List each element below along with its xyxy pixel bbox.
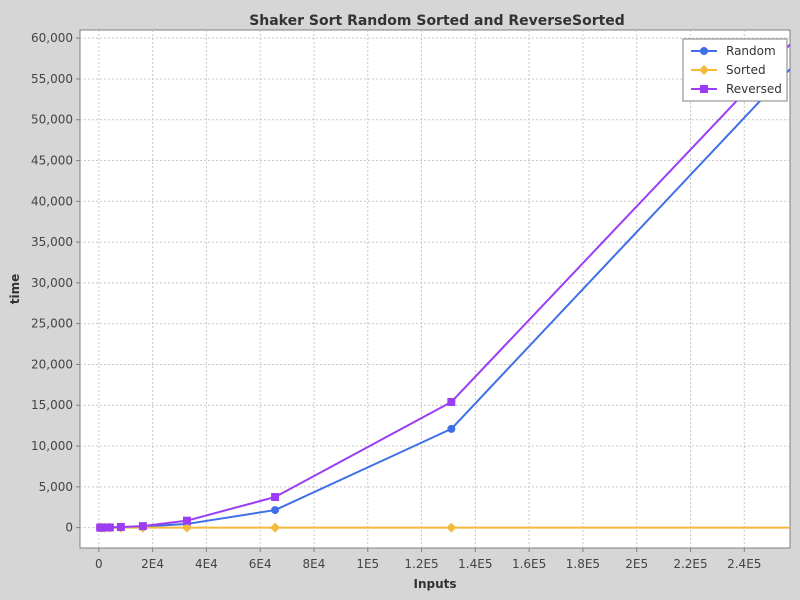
- data-point-sorted: [446, 522, 457, 533]
- data-point-reversed: [116, 523, 125, 532]
- y-tick-label: 30,000: [31, 276, 73, 290]
- data-point-reversed: [271, 493, 280, 502]
- x-tick-label: 6E4: [249, 557, 272, 571]
- y-tick-label: 35,000: [31, 235, 73, 249]
- x-tick-label: 0: [95, 557, 103, 571]
- x-tick-label: 2.4E5: [727, 557, 761, 571]
- legend-marker-sorted: [699, 65, 709, 75]
- legend: Random Sorted Reversed: [682, 38, 788, 102]
- y-tick-label: 50,000: [31, 113, 73, 127]
- x-tick-label: 1.4E5: [458, 557, 492, 571]
- chart-title: Shaker Sort Random Sorted and ReverseSor…: [249, 13, 625, 29]
- x-tick-label: 2E5: [625, 557, 648, 571]
- y-tick-label: 60,000: [31, 31, 73, 45]
- legend-marker-reversed: [700, 85, 708, 93]
- y-axis-label: time: [8, 274, 22, 305]
- data-point-reversed: [182, 516, 191, 525]
- x-tick-label: 2E4: [141, 557, 164, 571]
- x-tick-label: 1E5: [356, 557, 379, 571]
- legend-label-reversed: Reversed: [726, 82, 782, 96]
- y-tick-label: 25,000: [31, 317, 73, 331]
- y-tick-label: 10,000: [31, 439, 73, 453]
- y-tick-label: 5,000: [39, 480, 73, 494]
- y-axis-ticks: 0 5,000 10,000 15,000 20,000 25,000 30,000 35,0…: [31, 31, 80, 535]
- series-group: [95, 43, 790, 533]
- data-point-reversed: [138, 522, 147, 531]
- x-axis-label: Inputs: [413, 577, 456, 591]
- x-axis-ticks: 0 2E4 4E4 6E4 8E4 1E5 1.2E5 1.4E5 1.6E5 1.8E5 2E5 2…: [95, 548, 761, 571]
- data-point-random: [447, 424, 456, 433]
- x-tick-label: 1.2E5: [404, 557, 438, 571]
- y-tick-label: 40,000: [31, 194, 73, 208]
- data-point-reversed: [100, 523, 109, 532]
- data-point-sorted: [181, 522, 192, 533]
- data-point-random: [271, 506, 280, 515]
- x-tick-label: 2.2E5: [673, 557, 707, 571]
- y-tick-label: 20,000: [31, 357, 73, 371]
- y-tick-label: 45,000: [31, 154, 73, 168]
- y-tick-label: 55,000: [31, 72, 73, 86]
- x-tick-label: 4E4: [195, 557, 218, 571]
- data-point-reversed: [447, 397, 456, 406]
- data-point-sorted: [270, 522, 281, 533]
- legend-marker-random: [700, 47, 708, 55]
- x-tick-label: 1.8E5: [566, 557, 600, 571]
- y-tick-label: 15,000: [31, 398, 73, 412]
- legend-label-sorted: Sorted: [726, 63, 766, 77]
- x-tick-label: 1.6E5: [512, 557, 546, 571]
- x-tick-label: 8E4: [303, 557, 326, 571]
- plot-area: [79, 29, 791, 549]
- legend-label-random: Random: [726, 44, 776, 58]
- data-point-reversed: [105, 523, 114, 532]
- y-tick-label: 0: [65, 521, 73, 535]
- series-reversed: [96, 43, 790, 532]
